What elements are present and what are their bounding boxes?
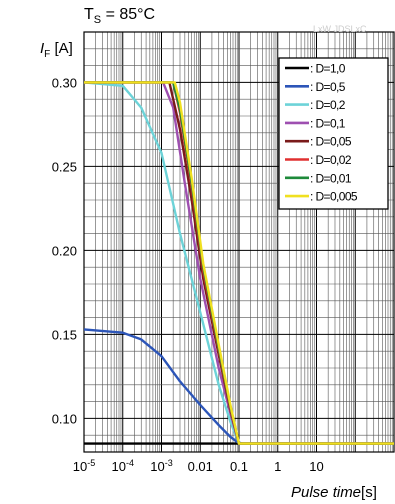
legend-box xyxy=(278,57,389,210)
y-tick-label: 0.25 xyxy=(52,159,77,174)
series-lines xyxy=(83,81,394,445)
y-tick-label: 0.30 xyxy=(52,75,77,90)
legend-label: : D=0,5 xyxy=(310,80,346,94)
legend-label: : D=0,005 xyxy=(310,190,358,204)
legend-label: : D=0,01 xyxy=(310,171,352,185)
x-tick-label: 0.01 xyxy=(188,459,213,474)
x-tick-label: 10-3 xyxy=(150,458,172,474)
chart-title: TS = 85°C xyxy=(84,6,156,27)
legend-label: : D=0,05 xyxy=(310,135,352,149)
plot-frame xyxy=(83,31,395,453)
y-axis-label: IF [A] xyxy=(40,40,73,60)
y-tick-label: 0.20 xyxy=(52,243,77,258)
x-tick-label: 10 xyxy=(309,459,323,474)
legend-label: : D=0,02 xyxy=(310,153,352,167)
watermark: LxW JDSLxC xyxy=(313,24,367,34)
x-tick-label: 10-4 xyxy=(112,458,134,474)
series-line-d-0-005 xyxy=(84,81,394,445)
legend-label: : D=1,0 xyxy=(310,62,346,76)
x-tick-label: 10-5 xyxy=(73,458,95,474)
legend: : D=1,0 : D=0,5 : D=0,2 : D=0,1 : D=0,05 : D=… xyxy=(278,57,389,210)
x-tick-label: 1 xyxy=(274,459,281,474)
legend-label: : D=0,2 xyxy=(310,98,346,112)
y-tick-label: 0.15 xyxy=(52,327,77,342)
legend-label: : D=0,1 xyxy=(310,116,346,130)
x-tick-label: 0.1 xyxy=(230,459,248,474)
x-axis-label: Pulse time[s] xyxy=(291,484,377,501)
y-tick-label: 0.10 xyxy=(52,411,77,426)
